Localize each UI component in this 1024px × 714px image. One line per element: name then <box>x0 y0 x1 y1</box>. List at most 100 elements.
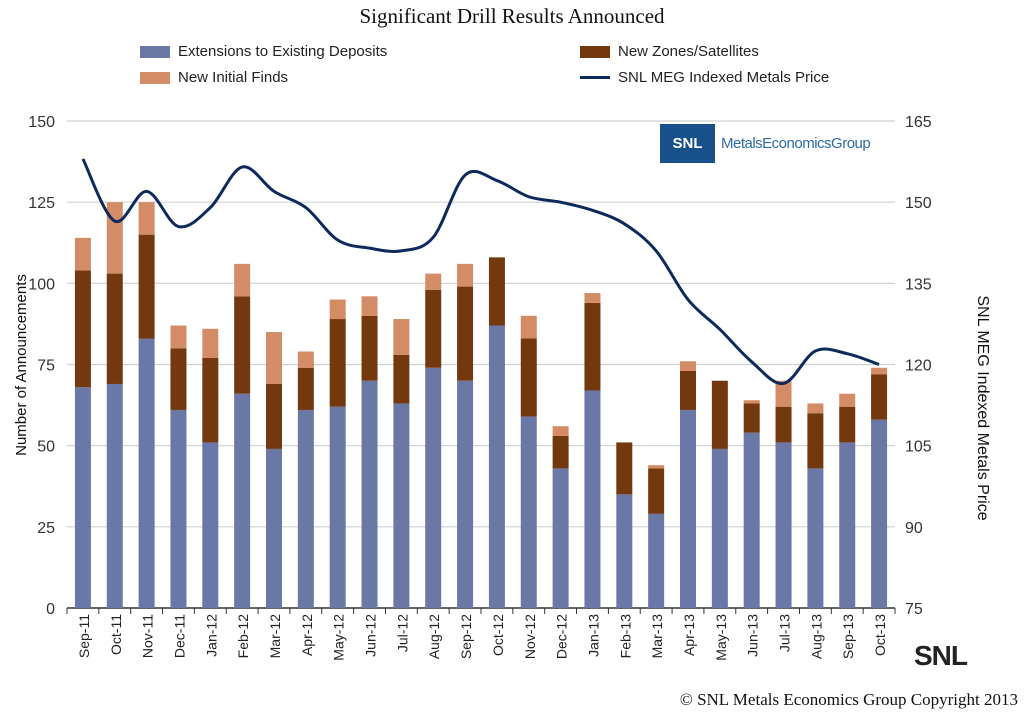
bar-new-initial-finds <box>743 400 760 404</box>
y2-tick-label: 90 <box>905 520 923 537</box>
x-tick-label: Apr-12 <box>299 614 315 656</box>
bar-extensions-to-existing-deposits <box>202 442 219 608</box>
legend-item-new-zones: New Zones/Satellites <box>580 43 759 60</box>
bar-extensions-to-existing-deposits <box>552 468 569 608</box>
x-tick-label: Dec-12 <box>554 614 570 659</box>
legend-item-price: SNL MEG Indexed Metals Price <box>580 69 829 86</box>
x-tick-label: Nov-12 <box>522 614 538 659</box>
y-tick-label: 100 <box>28 276 55 293</box>
x-tick-label: Nov-11 <box>140 614 156 658</box>
bar-new-initial-finds <box>552 426 569 436</box>
x-tick-label: Jan-12 <box>203 614 219 657</box>
x-tick-label: Feb-12 <box>235 614 251 659</box>
bar-extensions-to-existing-deposits <box>807 468 824 608</box>
y-axis-title: Number of Announcements <box>13 274 30 456</box>
bar-new-zones-satellites <box>711 380 728 449</box>
x-tick-label: Jul-12 <box>394 614 410 652</box>
bar-new-zones-satellites <box>170 348 187 410</box>
bar-new-zones-satellites <box>457 286 474 381</box>
bar-new-zones-satellites <box>839 406 856 443</box>
bar-new-initial-finds <box>361 296 378 316</box>
x-tick-label: Jul-13 <box>777 614 793 652</box>
snl-logo-text: MetalsEconomicsGroup <box>721 135 871 152</box>
bar-new-initial-finds <box>266 332 282 384</box>
bar-new-initial-finds <box>839 393 856 407</box>
bar-new-initial-finds <box>680 361 696 371</box>
legend-label: Extensions to Existing Deposits <box>178 43 388 60</box>
x-tick-label: Jun-13 <box>745 614 761 657</box>
bar-extensions-to-existing-deposits <box>711 448 728 608</box>
x-tick-label: Dec-11 <box>171 614 187 658</box>
x-tick-label: Aug-12 <box>426 614 442 659</box>
bar-new-zones-satellites <box>393 354 410 404</box>
bar-new-zones-satellites <box>329 319 346 407</box>
bar-new-zones-satellites <box>74 270 91 388</box>
bar-new-initial-finds <box>871 367 888 375</box>
x-tick-label: Oct-11 <box>108 614 124 655</box>
bar-new-zones-satellites <box>425 289 442 368</box>
legend-label: New Initial Finds <box>178 69 289 86</box>
x-tick-label: Feb-13 <box>617 614 633 659</box>
x-tick-label: Sep-13 <box>840 614 856 659</box>
bar-new-zones-satellites <box>202 358 219 443</box>
bar-new-zones-satellites <box>552 435 569 469</box>
x-tick-label: May-13 <box>713 614 729 661</box>
bar-new-initial-finds <box>584 293 601 303</box>
bar-new-initial-finds <box>234 263 251 297</box>
y2-axis-title: SNL MEG Indexed Metals Price <box>974 295 991 520</box>
bar-new-zones-satellites <box>138 234 155 339</box>
legend-swatch <box>580 76 610 79</box>
bar-extensions-to-existing-deposits <box>520 416 537 608</box>
y2-tick-label: 120 <box>905 358 932 375</box>
bar-extensions-to-existing-deposits <box>584 390 601 608</box>
x-tick-label: Mar-12 <box>267 614 283 659</box>
legend-swatch <box>580 45 610 58</box>
bar-extensions-to-existing-deposits <box>361 380 378 608</box>
bar-new-initial-finds <box>202 328 219 359</box>
bar-extensions-to-existing-deposits <box>234 393 251 608</box>
bar-new-zones-satellites <box>807 413 824 469</box>
bar-new-zones-satellites <box>616 442 633 495</box>
snl-meg-logo: SNL MetalsEconomicsGroup <box>660 124 871 163</box>
y2-tick-label: 105 <box>905 439 932 456</box>
bar-extensions-to-existing-deposits <box>488 325 505 608</box>
bar-extensions-to-existing-deposits <box>457 380 474 608</box>
bar-extensions-to-existing-deposits <box>329 406 346 608</box>
bar-new-initial-finds <box>393 319 410 355</box>
legend-item-extensions: Extensions to Existing Deposits <box>140 43 387 60</box>
bar-extensions-to-existing-deposits <box>775 442 792 608</box>
x-tick-label: Aug-13 <box>808 614 824 659</box>
bar-new-initial-finds <box>520 315 537 339</box>
bar-new-initial-finds <box>329 299 346 320</box>
bar-new-initial-finds <box>297 351 314 368</box>
bar-extensions-to-existing-deposits <box>743 432 760 608</box>
legend-label: New Zones/Satellites <box>618 43 759 60</box>
x-tick-label: Oct-12 <box>490 614 506 656</box>
bar-extensions-to-existing-deposits <box>266 448 282 608</box>
y-tick-label: 25 <box>37 520 55 537</box>
y2-tick-label: 75 <box>905 601 923 618</box>
bar-new-initial-finds <box>457 263 474 287</box>
x-tick-label: Jun-12 <box>363 614 379 657</box>
copyright: © SNL Metals Economics Group Copyright 2… <box>679 690 1018 709</box>
x-tick-label: Sep-11 <box>76 614 92 658</box>
legend-swatch <box>140 71 170 84</box>
bar-extensions-to-existing-deposits <box>425 367 442 608</box>
snl-footer-logo: SNL <box>914 640 968 671</box>
bar-extensions-to-existing-deposits <box>297 409 314 608</box>
y-tick-label: 75 <box>37 358 55 375</box>
x-tick-label: Jan-13 <box>585 614 601 657</box>
bar-extensions-to-existing-deposits <box>680 409 696 608</box>
y2-tick-label: 150 <box>905 195 932 212</box>
bar-new-zones-satellites <box>680 370 696 410</box>
bar-new-initial-finds <box>775 380 792 407</box>
bar-new-zones-satellites <box>488 257 505 326</box>
bar-new-zones-satellites <box>297 367 314 410</box>
bar-new-zones-satellites <box>584 302 601 391</box>
y-tick-label: 0 <box>46 601 55 618</box>
x-tick-label: Sep-12 <box>458 614 474 659</box>
bar-new-zones-satellites <box>234 296 251 394</box>
bar-extensions-to-existing-deposits <box>106 383 123 608</box>
bar-new-zones-satellites <box>648 468 665 514</box>
chart-title: Significant Drill Results Announced <box>359 4 665 28</box>
